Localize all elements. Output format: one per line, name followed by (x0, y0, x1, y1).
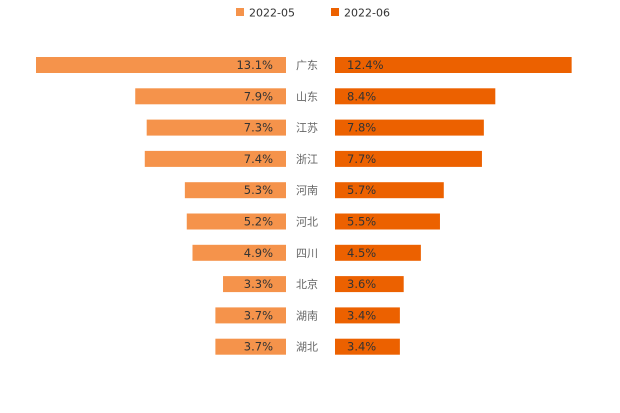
bar-left-北京 (223, 276, 286, 293)
bars-left-series: 13.1% 7.9% 7.3% 7.4% 5.3% 5.2% 4.9% 3.3% 3.7% 3.7… (36, 57, 286, 355)
value-label-left-湖南: 3.7% (244, 308, 273, 322)
bar-left-广东 (36, 57, 286, 73)
value-label-left-湖北: 3.7% (244, 340, 273, 354)
bar-right-四川 (335, 244, 421, 261)
category-label-山东: 山东 (296, 90, 318, 103)
category-label-四川: 四川 (296, 247, 318, 260)
legend-swatch-2022-06[interactable] (331, 8, 339, 16)
bar-left-江苏 (146, 119, 286, 136)
bar-left-湖南 (215, 307, 286, 324)
value-label-right-河南: 5.7% (347, 183, 376, 197)
category-label-湖北: 湖北 (296, 341, 318, 354)
value-label-right-江苏: 7.8% (347, 121, 376, 135)
bar-left-湖北 (215, 338, 286, 355)
value-label-left-北京: 3.3% (244, 277, 273, 291)
bar-right-湖南 (335, 307, 400, 324)
value-label-left-四川: 4.9% (244, 246, 273, 260)
value-label-left-河北: 5.2% (244, 215, 273, 229)
bar-right-河北 (335, 213, 440, 230)
category-label-浙江: 浙江 (296, 153, 318, 166)
legend-label-2022-05[interactable]: 2022-05 (249, 7, 295, 20)
value-label-right-河北: 5.5% (347, 215, 376, 229)
legend-label-2022-06[interactable]: 2022-06 (344, 7, 390, 20)
legend: 2022-05 2022-06 (236, 7, 390, 20)
value-label-right-四川: 4.5% (347, 246, 376, 260)
value-label-right-湖南: 3.4% (347, 308, 376, 322)
value-label-right-浙江: 7.7% (347, 152, 376, 166)
value-label-right-山东: 8.4% (347, 89, 376, 103)
bar-left-浙江 (144, 150, 286, 167)
value-label-right-湖北: 3.4% (347, 340, 376, 354)
category-label-河北: 河北 (296, 216, 318, 229)
category-label-江苏: 江苏 (296, 122, 318, 135)
category-label-北京: 北京 (296, 277, 318, 291)
bar-left-山东 (135, 88, 286, 105)
bar-left-河南 (184, 182, 286, 199)
bar-left-河北 (186, 213, 286, 230)
value-label-left-江苏: 7.3% (244, 121, 273, 135)
value-label-left-浙江: 7.4% (244, 152, 273, 166)
value-label-left-山东: 7.9% (244, 89, 273, 103)
category-label-湖南: 湖南 (296, 309, 318, 322)
bar-right-湖北 (335, 338, 400, 355)
bar-right-山东 (335, 88, 496, 105)
category-label-河南: 河南 (296, 184, 318, 197)
bar-right-江苏 (335, 119, 484, 136)
category-label-广东: 广东 (296, 59, 318, 72)
bar-left-四川 (192, 244, 286, 261)
value-label-right-北京: 3.6% (347, 277, 376, 291)
bar-right-河南 (335, 182, 444, 199)
value-label-right-广东: 12.4% (347, 58, 384, 72)
bar-right-浙江 (335, 150, 482, 167)
value-label-left-河南: 5.3% (244, 183, 273, 197)
legend-swatch-2022-05[interactable] (236, 8, 244, 16)
value-label-left-广东: 13.1% (236, 58, 273, 72)
bar-right-北京 (335, 276, 404, 293)
bar-right-广东 (335, 57, 572, 73)
bars-right-series: 12.4% 8.4% 7.8% 7.7% 5.7% 5.5% 4.5% 3.6% 3.4% 3.4… (335, 57, 572, 355)
